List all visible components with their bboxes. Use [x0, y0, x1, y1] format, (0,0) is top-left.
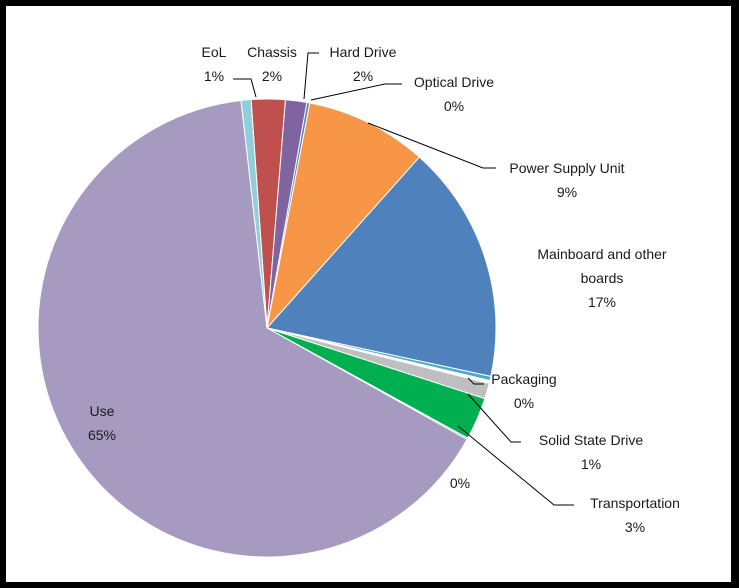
label-eol-value: 1% [204, 68, 224, 84]
pie-slice-mainboard-and-other-boards [266, 156, 497, 377]
label-hard-drive-name: Hard Drive [330, 44, 397, 60]
label-optical-drive-name: Optical Drive [414, 74, 494, 90]
label-mainboard-name-2: boards [581, 270, 624, 286]
label-transportation-name: Transportation [590, 495, 680, 511]
pie-slice-eol [240, 99, 268, 329]
label-mainboard-name-1: Mainboard and other [537, 246, 667, 262]
pie-slices [37, 98, 497, 558]
label-chassis-value: 2% [262, 68, 282, 84]
label-transportation-value: 3% [625, 519, 645, 535]
leader-line-transportation [457, 425, 574, 506]
label-optical-drive-value: 0% [444, 98, 464, 114]
label-packaging-value: 0% [514, 395, 534, 411]
label-mainboard-value: 17% [588, 294, 616, 310]
label-solid-state-name: Solid State Drive [539, 432, 643, 448]
label-eol-name: EoL [202, 44, 227, 60]
leader-line-eol [233, 78, 257, 98]
label-unnamed-value: 0% [450, 475, 470, 491]
leader-line-solid-state [467, 393, 521, 443]
leader-line-optical-drive [310, 83, 402, 101]
label-hard-drive-value: 2% [353, 68, 373, 84]
leader-line-packaging [467, 377, 484, 385]
pie-chart: EoL 1% Chassis 2% Hard Drive 2% Optical … [37, 44, 680, 558]
label-power-supply-name: Power Supply Unit [509, 160, 624, 176]
label-packaging-name: Packaging [491, 371, 556, 387]
label-solid-state-value: 1% [581, 456, 601, 472]
leader-line-hard-drive [303, 52, 319, 100]
pie-slice-use [37, 99, 468, 558]
leader-lines [233, 52, 574, 506]
chart-area: EoL 1% Chassis 2% Hard Drive 2% Optical … [6, 6, 731, 582]
label-use-name: Use [90, 403, 115, 419]
label-power-supply-value: 9% [557, 184, 577, 200]
leader-line-power-supply [367, 122, 496, 169]
label-chassis-name: Chassis [247, 44, 297, 60]
label-use-value: 65% [88, 427, 116, 443]
